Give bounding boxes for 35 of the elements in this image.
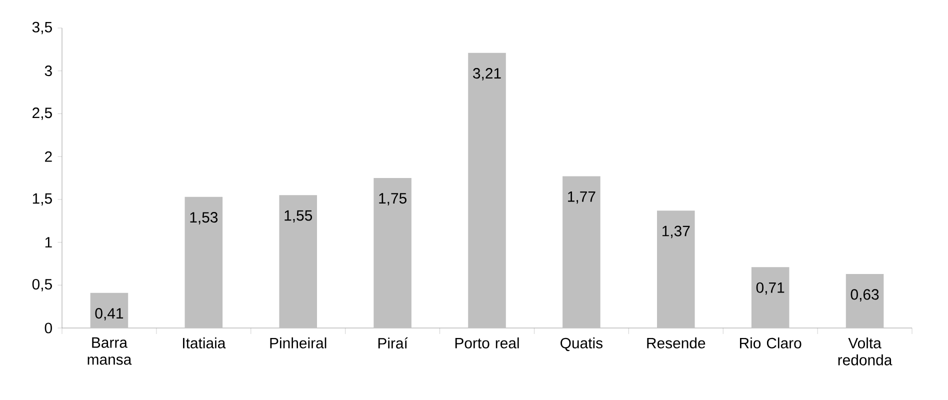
y-tick-label: 3 <box>44 66 52 76</box>
bar <box>279 195 318 328</box>
y-tick-label: 1 <box>45 237 52 248</box>
bar <box>751 267 790 328</box>
data-label: 0,63 <box>850 289 879 302</box>
y-tick-label: 3,5 <box>32 22 52 34</box>
x-tick-label: Itatiaia <box>183 337 226 348</box>
bar <box>90 292 128 328</box>
data-label: 3,21 <box>473 68 501 80</box>
x-tick-label: Barra mansa <box>88 337 132 365</box>
x-tick-label: Volta redonda <box>838 337 892 366</box>
data-label: 1,75 <box>379 193 406 206</box>
data-label: 0,71 <box>756 282 784 295</box>
x-tick-label: Porto real <box>455 337 519 348</box>
bar <box>846 274 884 328</box>
bar <box>468 52 506 328</box>
y-tick-label: 1,5 <box>32 193 52 206</box>
bar <box>374 178 412 328</box>
y-tick-label: 0 <box>44 322 52 334</box>
data-label: 1,53 <box>190 212 218 224</box>
x-tick-label: Rio Claro <box>740 337 802 348</box>
data-label: 1,55 <box>284 210 312 223</box>
bar <box>562 176 600 328</box>
x-tick-label: Resende <box>647 337 706 348</box>
x-tick-label: Quatis <box>560 337 602 352</box>
data-label: 1,37 <box>662 226 690 238</box>
x-tick-label: Pinheiral <box>270 337 326 348</box>
bar <box>657 210 695 328</box>
y-tick-label: 2 <box>45 151 52 162</box>
data-label: 1,77 <box>568 191 596 204</box>
y-tick-label: 2,5 <box>32 108 52 120</box>
bar <box>184 196 223 328</box>
data-label: 0,41 <box>95 308 124 320</box>
y-tick-label: 0,5 <box>32 278 52 292</box>
x-tick-label: Piraí <box>378 337 408 349</box>
